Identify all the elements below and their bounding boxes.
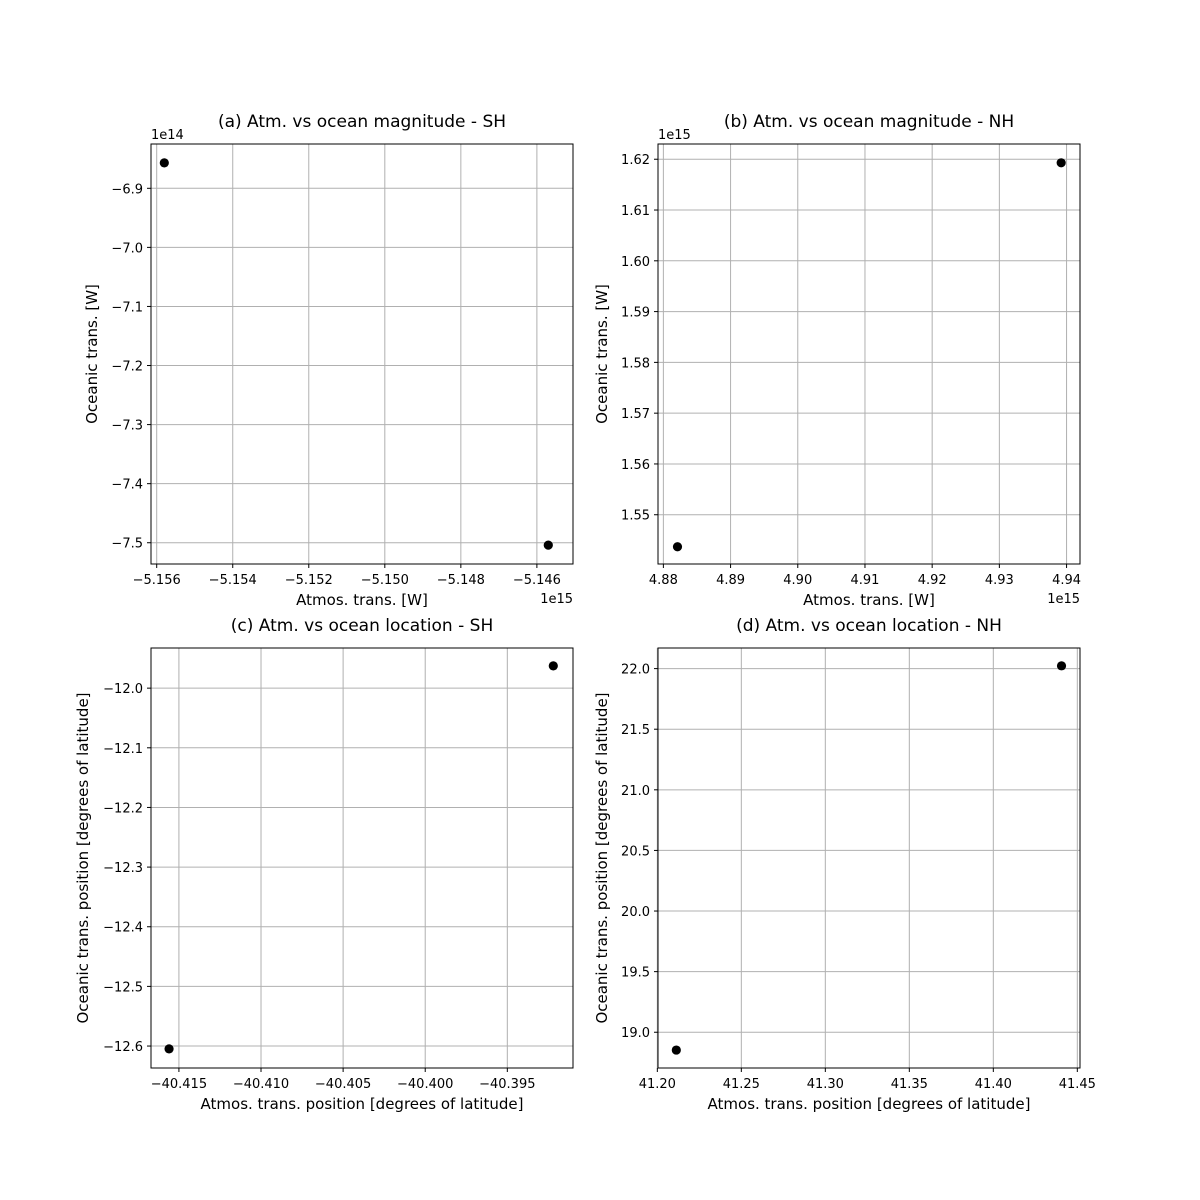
- y-tick-label: 1.61: [621, 204, 650, 219]
- y-tick-label: −12.4: [103, 921, 143, 936]
- x-tick-label: −5.146: [513, 573, 561, 588]
- x-tick-label: 4.90: [783, 573, 812, 588]
- x-tick-label: 41.30: [807, 1077, 844, 1092]
- y-tick-label: −12.3: [103, 861, 143, 876]
- x-tick-label: 4.88: [649, 573, 678, 588]
- x-axis-label: Atmos. trans. [W]: [803, 591, 935, 609]
- y-tick-label: −7.1: [111, 300, 143, 315]
- subplot-d: 41.20 41.25 41.30 41.35 41.40 41.45 19.0 19.5 20…: [593, 616, 1096, 1113]
- y-tick-label: 1.58: [621, 356, 650, 371]
- y-tick-label: 19.0: [621, 1026, 650, 1041]
- x-tick-label: −40.400: [397, 1077, 453, 1092]
- x-tick-label: 4.94: [1052, 573, 1081, 588]
- y-tick-label: 1.59: [621, 306, 650, 321]
- data-point: [548, 661, 558, 671]
- y-tick-label: 21.0: [621, 784, 650, 799]
- y-tick-label: −7.3: [111, 419, 143, 434]
- x-tick-label: −5.150: [361, 573, 409, 588]
- data-point: [164, 1044, 174, 1054]
- x-tick-label: 4.92: [918, 573, 947, 588]
- y-tick-label: 1.57: [621, 407, 650, 422]
- data-point: [671, 1045, 681, 1055]
- x-tick-label: −40.410: [233, 1077, 289, 1092]
- y-tick-label: 1.60: [621, 255, 650, 270]
- subplot-title: (a) Atm. vs ocean magnitude - SH: [218, 112, 506, 132]
- subplot-title: (b) Atm. vs ocean magnitude - NH: [724, 112, 1014, 132]
- x-tick-label: 41.45: [1059, 1077, 1096, 1092]
- data-point: [1056, 158, 1066, 168]
- y-tick-label: −7.5: [111, 537, 143, 552]
- x-axis-label: Atmos. trans. position [degrees of latit…: [708, 1095, 1031, 1113]
- x-tick-label: 41.40: [975, 1077, 1012, 1092]
- y-tick-label: 20.0: [621, 905, 650, 920]
- y-tick-label: −6.9: [111, 182, 143, 197]
- x-tick-label: −5.154: [209, 573, 257, 588]
- plot-frame: [657, 647, 1081, 1069]
- y-tick-label: −12.6: [103, 1040, 143, 1055]
- y-tick-label: −7.4: [111, 478, 143, 493]
- subplot-b: 4.88 4.89 4.90 4.91 4.92 4.93 4.94 1.55 1.56 1.57…: [593, 112, 1081, 609]
- data-point: [543, 540, 553, 550]
- x-tick-label: −40.415: [151, 1077, 207, 1092]
- y-offset-text: 1e15: [658, 128, 691, 143]
- y-tick-label: −12.5: [103, 980, 143, 995]
- plot-frame: [657, 143, 1081, 565]
- subplot-c: −40.415 −40.410 −40.405 −40.400 −40.395 −12.6…: [74, 616, 574, 1113]
- plot-frame: [150, 647, 574, 1069]
- y-tick-label: −12.0: [103, 682, 143, 697]
- y-tick-label: 1.62: [621, 153, 650, 168]
- y-tick-label: −7.2: [111, 360, 143, 375]
- data-point: [1056, 661, 1067, 671]
- x-tick-label: 41.35: [891, 1077, 928, 1092]
- x-tick-label: 41.20: [639, 1077, 676, 1092]
- x-tick-label: −40.395: [479, 1077, 535, 1092]
- y-tick-label: 21.5: [621, 723, 650, 738]
- y-tick-label: 1.55: [621, 509, 650, 524]
- x-tick-label: 4.89: [716, 573, 745, 588]
- x-tick-label: −40.405: [315, 1077, 371, 1092]
- y-tick-label: −12.2: [103, 801, 143, 816]
- x-tick-label: 4.91: [850, 573, 879, 588]
- y-tick-label: −12.1: [103, 742, 143, 757]
- plot-frame: [150, 143, 574, 565]
- subplot-a: −5.156 −5.154 −5.152 −5.150 −5.148 −5.146 −7.5…: [83, 112, 574, 609]
- y-axis-label: Oceanic trans. position [degrees of lati…: [74, 692, 92, 1023]
- y-tick-label: 22.0: [621, 663, 650, 678]
- x-axis-label: Atmos. trans. [W]: [296, 591, 428, 609]
- x-axis-label: Atmos. trans. position [degrees of latit…: [201, 1095, 524, 1113]
- y-offset-text: 1e14: [151, 128, 184, 143]
- x-tick-label: −5.152: [285, 573, 333, 588]
- y-tick-label: −7.0: [111, 241, 143, 256]
- x-tick-label: −5.148: [437, 573, 485, 588]
- subplot-title: (c) Atm. vs ocean location - SH: [231, 616, 493, 636]
- x-offset-text: 1e15: [540, 592, 573, 607]
- y-tick-label: 20.5: [621, 844, 650, 859]
- y-axis-label: Oceanic trans. position [degrees of lati…: [593, 692, 611, 1023]
- subplot-title: (d) Atm. vs ocean location - NH: [736, 616, 1002, 636]
- x-tick-label: 41.25: [723, 1077, 760, 1092]
- y-axis-label: Oceanic trans. [W]: [83, 284, 101, 424]
- y-axis-label: Oceanic trans. [W]: [593, 284, 611, 424]
- x-offset-text: 1e15: [1047, 592, 1080, 607]
- data-point: [672, 542, 683, 552]
- y-tick-label: 1.56: [621, 458, 650, 473]
- x-tick-label: 4.93: [985, 573, 1014, 588]
- x-tick-label: −5.156: [133, 573, 181, 588]
- y-tick-label: 19.5: [621, 966, 650, 981]
- data-point: [159, 158, 169, 168]
